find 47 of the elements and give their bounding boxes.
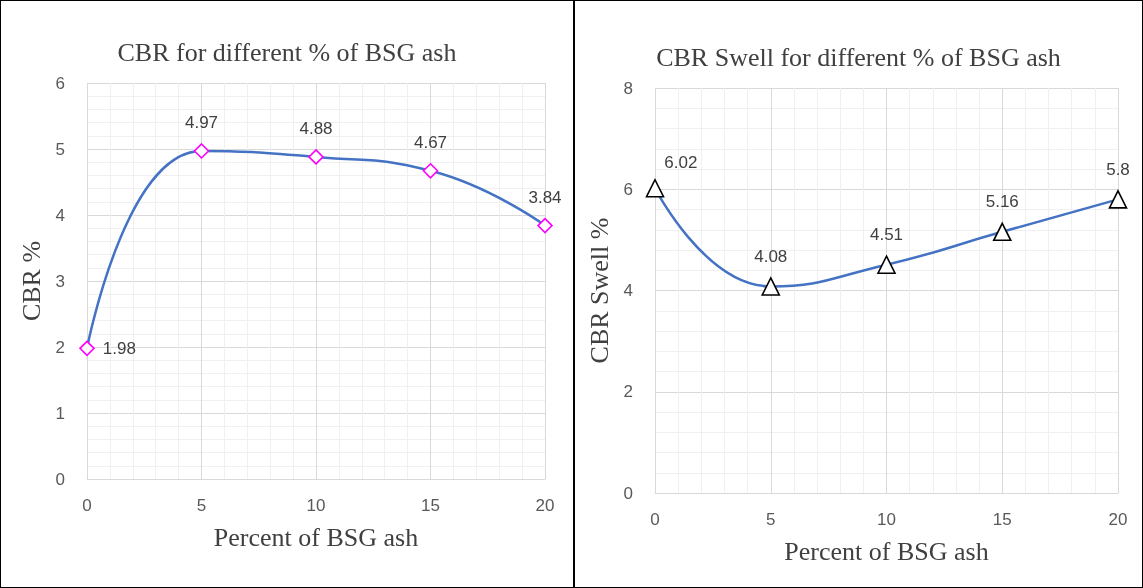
y-axis-title: CBR %: [17, 240, 47, 322]
y-tick-label: 5: [55, 139, 65, 159]
y-tick-label: 1: [55, 403, 65, 423]
point: [761, 277, 781, 296]
x-tick-label: 0: [82, 496, 92, 515]
data-label: 3.84: [528, 187, 562, 207]
point: [422, 162, 439, 179]
point: [537, 217, 553, 234]
point: [877, 255, 896, 274]
x-tick-label: 10: [306, 496, 326, 515]
point: [1108, 190, 1128, 209]
y-tick-label: 4: [55, 205, 65, 225]
y-tick-label: 0: [55, 469, 65, 489]
y-tick-label: 2: [623, 382, 633, 402]
point: [79, 340, 95, 357]
data-label: 6.02: [664, 152, 698, 172]
data-label: 5.8: [1106, 160, 1130, 180]
point: [193, 143, 210, 159]
y-tick-label: 6: [623, 179, 633, 199]
data-label: 4.51: [869, 225, 904, 245]
point: [992, 222, 1012, 242]
data-label: 4.97: [184, 113, 219, 133]
point: [308, 149, 324, 165]
x-axis-title: Percent of BSG ash: [213, 522, 419, 552]
x-tick-label: 20: [535, 496, 555, 515]
y-tick-label: 6: [55, 73, 65, 93]
x-tick-label: 0: [650, 510, 660, 529]
x-tick-label: 10: [877, 510, 896, 529]
data-label: 1.98: [102, 338, 136, 358]
data-label: 4.08: [754, 247, 788, 267]
data-label: 4.67: [413, 132, 448, 152]
data-label: 5.16: [985, 192, 1019, 212]
x-tick-label: 5: [766, 510, 776, 529]
x-axis-title: Percent of BSG ash: [784, 536, 989, 566]
chart-title: CBR Swell for different % of BSG ash: [656, 42, 1061, 72]
data-label: 4.88: [299, 119, 333, 139]
point: [645, 178, 665, 198]
x-tick-label: 20: [1108, 510, 1128, 529]
y-axis-title: CBR Swell %: [585, 217, 615, 364]
y-tick-label: 4: [623, 281, 633, 300]
y-tick-label: 2: [55, 337, 65, 357]
x-tick-label: 15: [992, 510, 1012, 529]
y-tick-label: 3: [55, 271, 65, 291]
x-tick-label: 15: [421, 496, 440, 515]
chart-title: CBR for different % of BSG ash: [117, 37, 457, 67]
y-tick-label: 8: [623, 78, 633, 98]
x-tick-label: 5: [196, 496, 207, 515]
